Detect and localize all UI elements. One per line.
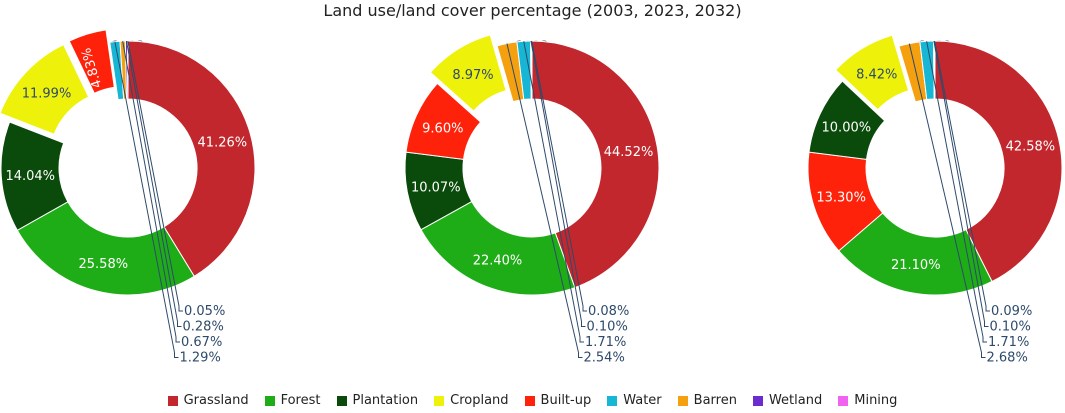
slice-label-plantation: 10.07% xyxy=(411,181,461,196)
legend-label: Water xyxy=(623,393,662,408)
legend-item-cropland[interactable]: Cropland xyxy=(434,393,509,408)
legend-label: Wetland xyxy=(768,393,823,408)
legend-label: Forest xyxy=(280,393,321,408)
legend: Grassland Forest Plantation Cropland Built-u… xyxy=(0,393,1065,408)
outside-label: 1.71% xyxy=(988,335,1029,350)
legend-item-wetland[interactable]: Wetland xyxy=(752,393,823,408)
slice-grassland xyxy=(127,40,256,278)
slice-label-forest: 21.10% xyxy=(891,258,941,273)
slice-label-cropland: 11.99% xyxy=(22,87,72,102)
leader-line xyxy=(114,41,179,358)
legend-label: Plantation xyxy=(352,393,419,408)
legend-swatch xyxy=(434,395,445,406)
legend-label: Grassland xyxy=(183,393,249,408)
slice-forest xyxy=(420,200,576,296)
leader-line xyxy=(908,43,986,358)
legend-swatch xyxy=(838,395,849,406)
legend-label: Mining xyxy=(854,393,898,408)
slice-label-forest: 25.58% xyxy=(79,257,129,272)
leader-line xyxy=(523,41,584,343)
slice-cropland xyxy=(429,34,507,112)
legend-item-water[interactable]: Water xyxy=(607,393,662,408)
slice-forest xyxy=(16,201,195,296)
donut-chart-2032: 203242.58%21.10%13.30%10.00%8.42%0.09%0.… xyxy=(807,34,1063,366)
leader-line xyxy=(122,41,180,343)
slice-built-up xyxy=(405,82,482,160)
outside-label: 0.10% xyxy=(587,320,628,335)
leader-line xyxy=(506,43,583,358)
outside-label: 0.09% xyxy=(991,304,1032,319)
legend-swatch xyxy=(752,395,763,406)
legend-swatch xyxy=(677,395,688,406)
legend-swatch xyxy=(524,395,535,406)
slice-label-grassland: 44.52% xyxy=(604,145,654,160)
leader-line xyxy=(926,41,987,343)
leader-line xyxy=(530,40,586,327)
legend-label: Cropland xyxy=(450,393,509,408)
leader-line xyxy=(933,40,989,327)
legend-swatch xyxy=(264,395,275,406)
leader-line xyxy=(125,40,182,327)
slice-label-built-up: 13.30% xyxy=(816,190,866,205)
outside-label: 0.67% xyxy=(181,335,222,350)
leader-line xyxy=(531,40,587,312)
legend-item-forest[interactable]: Forest xyxy=(264,393,321,408)
legend-swatch xyxy=(167,395,178,406)
slice-label-cropland: 8.42% xyxy=(856,68,897,83)
slice-cropland xyxy=(834,34,910,111)
slice-label-plantation: 10.00% xyxy=(822,120,872,135)
legend-item-barren[interactable]: Barren xyxy=(677,393,737,408)
slice-label-grassland: 42.58% xyxy=(1006,139,1056,154)
slice-plantation xyxy=(808,80,886,160)
slice-label-forest: 22.40% xyxy=(473,254,523,269)
legend-item-built-up[interactable]: Built-up xyxy=(524,393,592,408)
slice-cropland xyxy=(0,44,90,135)
legend-item-mining[interactable]: Mining xyxy=(838,393,897,408)
legend-swatch xyxy=(336,395,347,406)
slice-mining xyxy=(933,40,936,100)
outside-label: 1.29% xyxy=(180,351,221,366)
leader-line xyxy=(934,40,990,312)
slice-grassland xyxy=(934,40,1063,283)
outside-label: 0.10% xyxy=(990,320,1031,335)
outside-label: 2.68% xyxy=(987,351,1028,366)
legend-label: Built-up xyxy=(540,393,592,408)
outside-label: 1.71% xyxy=(585,335,626,350)
outside-label: 2.54% xyxy=(584,351,625,366)
slice-label-built-up: 9.60% xyxy=(422,121,463,136)
legend-swatch xyxy=(607,395,618,406)
slice-label-grassland: 41.26% xyxy=(198,135,248,150)
leader-line xyxy=(127,40,183,312)
outside-label: 0.28% xyxy=(183,320,224,335)
chart-title: Land use/land cover percentage (2003, 20… xyxy=(323,1,742,20)
slice-built-up xyxy=(68,29,115,95)
donut-chart-2023: 202344.52%22.40%10.07%9.60%8.97%0.08%0.1… xyxy=(404,34,660,366)
legend-item-plantation[interactable]: Plantation xyxy=(336,393,419,408)
slice-label-cropland: 8.97% xyxy=(452,68,493,83)
slice-plantation xyxy=(0,121,69,231)
slice-grassland xyxy=(531,40,660,289)
outside-label: 0.05% xyxy=(184,304,225,319)
chart-canvas: 200341.26%25.58%14.04%11.99%4.83%0.05%0.… xyxy=(0,29,1063,366)
slice-mining xyxy=(530,40,533,100)
legend-item-grassland[interactable]: Grassland xyxy=(167,393,249,408)
donut-chart-2003: 200341.26%25.58%14.04%11.99%4.83%0.05%0.… xyxy=(0,29,256,366)
slice-label-plantation: 14.04% xyxy=(5,169,55,184)
legend-label: Barren xyxy=(693,393,737,408)
outside-label: 0.08% xyxy=(588,304,629,319)
